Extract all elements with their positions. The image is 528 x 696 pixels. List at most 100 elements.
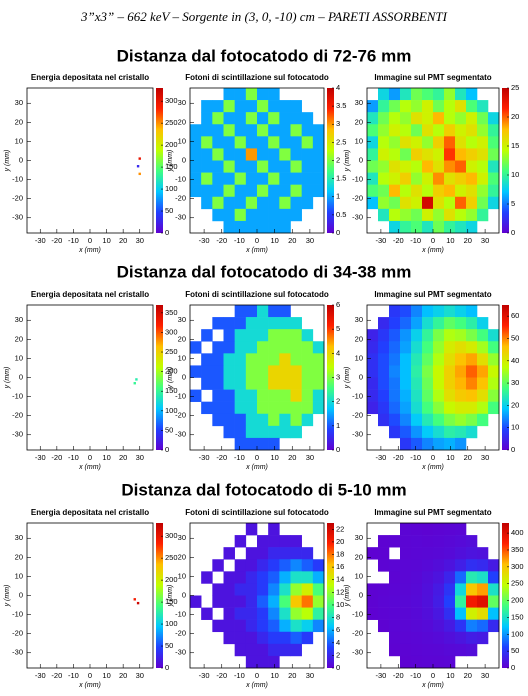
cell [268,148,280,161]
y-axis-label: y (mm) [167,367,174,390]
cell [488,341,500,354]
x-tick-label: 20 [119,453,127,462]
cell [234,88,247,101]
cell [400,413,412,427]
cell [477,413,489,427]
y-axis-label: y (mm) [344,367,351,390]
cell [444,172,456,185]
cell [466,425,478,439]
cell [389,136,401,149]
cell [279,643,291,657]
x-tick-label: 30 [481,236,489,245]
cell [290,401,302,415]
cell [378,317,390,330]
section-title: Distanza dal fotocatodo di 34-38 mm [117,262,412,281]
colorbar-tick-label: 0 [336,445,340,454]
cell [488,329,500,342]
y-tick-label: -10 [175,610,186,619]
x-tick-label: 0 [255,453,259,462]
cell [378,208,390,222]
cell [466,329,478,342]
y-tick-label: -30 [12,430,23,439]
cell [301,329,314,342]
cell [279,184,291,198]
cell [422,583,434,596]
colorbar-tick-label: 60 [511,311,519,320]
cell [433,220,445,234]
cell [477,329,489,342]
cell [212,353,224,366]
x-tick-label: 0 [88,236,92,245]
cell [223,365,235,378]
cell [312,124,325,137]
cell [400,523,412,536]
cell [290,413,302,427]
cell [268,88,280,101]
cell [279,619,291,633]
cell [201,100,213,113]
cell [389,401,401,415]
cell [378,88,390,101]
cell [234,341,247,354]
cell [477,148,489,161]
x-tick-label: 0 [431,236,435,245]
cell [301,353,314,366]
cell [279,583,291,596]
cell [444,571,456,584]
cell [245,365,258,378]
cell [433,341,445,354]
cell [257,643,269,657]
y-tick-label: 30 [178,315,186,324]
cell [433,100,445,113]
y-tick-label: 10 [178,136,186,145]
cell [268,571,280,584]
colorbar-tick-label: 0 [165,228,169,237]
cell [279,559,291,572]
cell [444,535,456,548]
cell [234,583,247,596]
cell [389,619,401,633]
cell [268,523,280,536]
cell [223,401,235,415]
cell [279,317,291,330]
cell [245,317,258,330]
cell [312,341,325,354]
cell [400,607,412,620]
cell [257,535,269,548]
x-tick-label: -20 [216,453,227,462]
colorbar [502,523,509,668]
cell [268,353,280,366]
cell [411,172,423,185]
cell [234,607,247,620]
cell [455,535,467,548]
cell [257,124,269,137]
cell [411,329,423,342]
cell [290,196,302,210]
cell [212,583,224,596]
cell [389,535,401,548]
y-tick-label: -30 [175,430,186,439]
y-tick-label: 10 [178,571,186,580]
cell [268,341,280,354]
cell [279,100,291,113]
cell [234,184,247,198]
cell [279,571,291,584]
cell [433,631,445,645]
cell [488,607,500,620]
colorbar-tick-label: 300 [165,531,178,540]
x-tick-label: 30 [136,236,144,245]
x-tick-label: 30 [136,671,144,680]
x-tick-label: 0 [431,671,435,680]
cell [422,559,434,572]
y-tick-label: -20 [175,411,186,420]
cell [378,100,390,113]
cell [245,341,258,354]
cell [279,353,291,366]
x-tick-label: 0 [431,453,435,462]
cell [378,377,390,390]
cell [268,305,280,318]
cell [488,353,500,366]
cell [422,353,434,366]
colorbar-tick-label: 300 [165,327,178,336]
cell [245,655,258,669]
